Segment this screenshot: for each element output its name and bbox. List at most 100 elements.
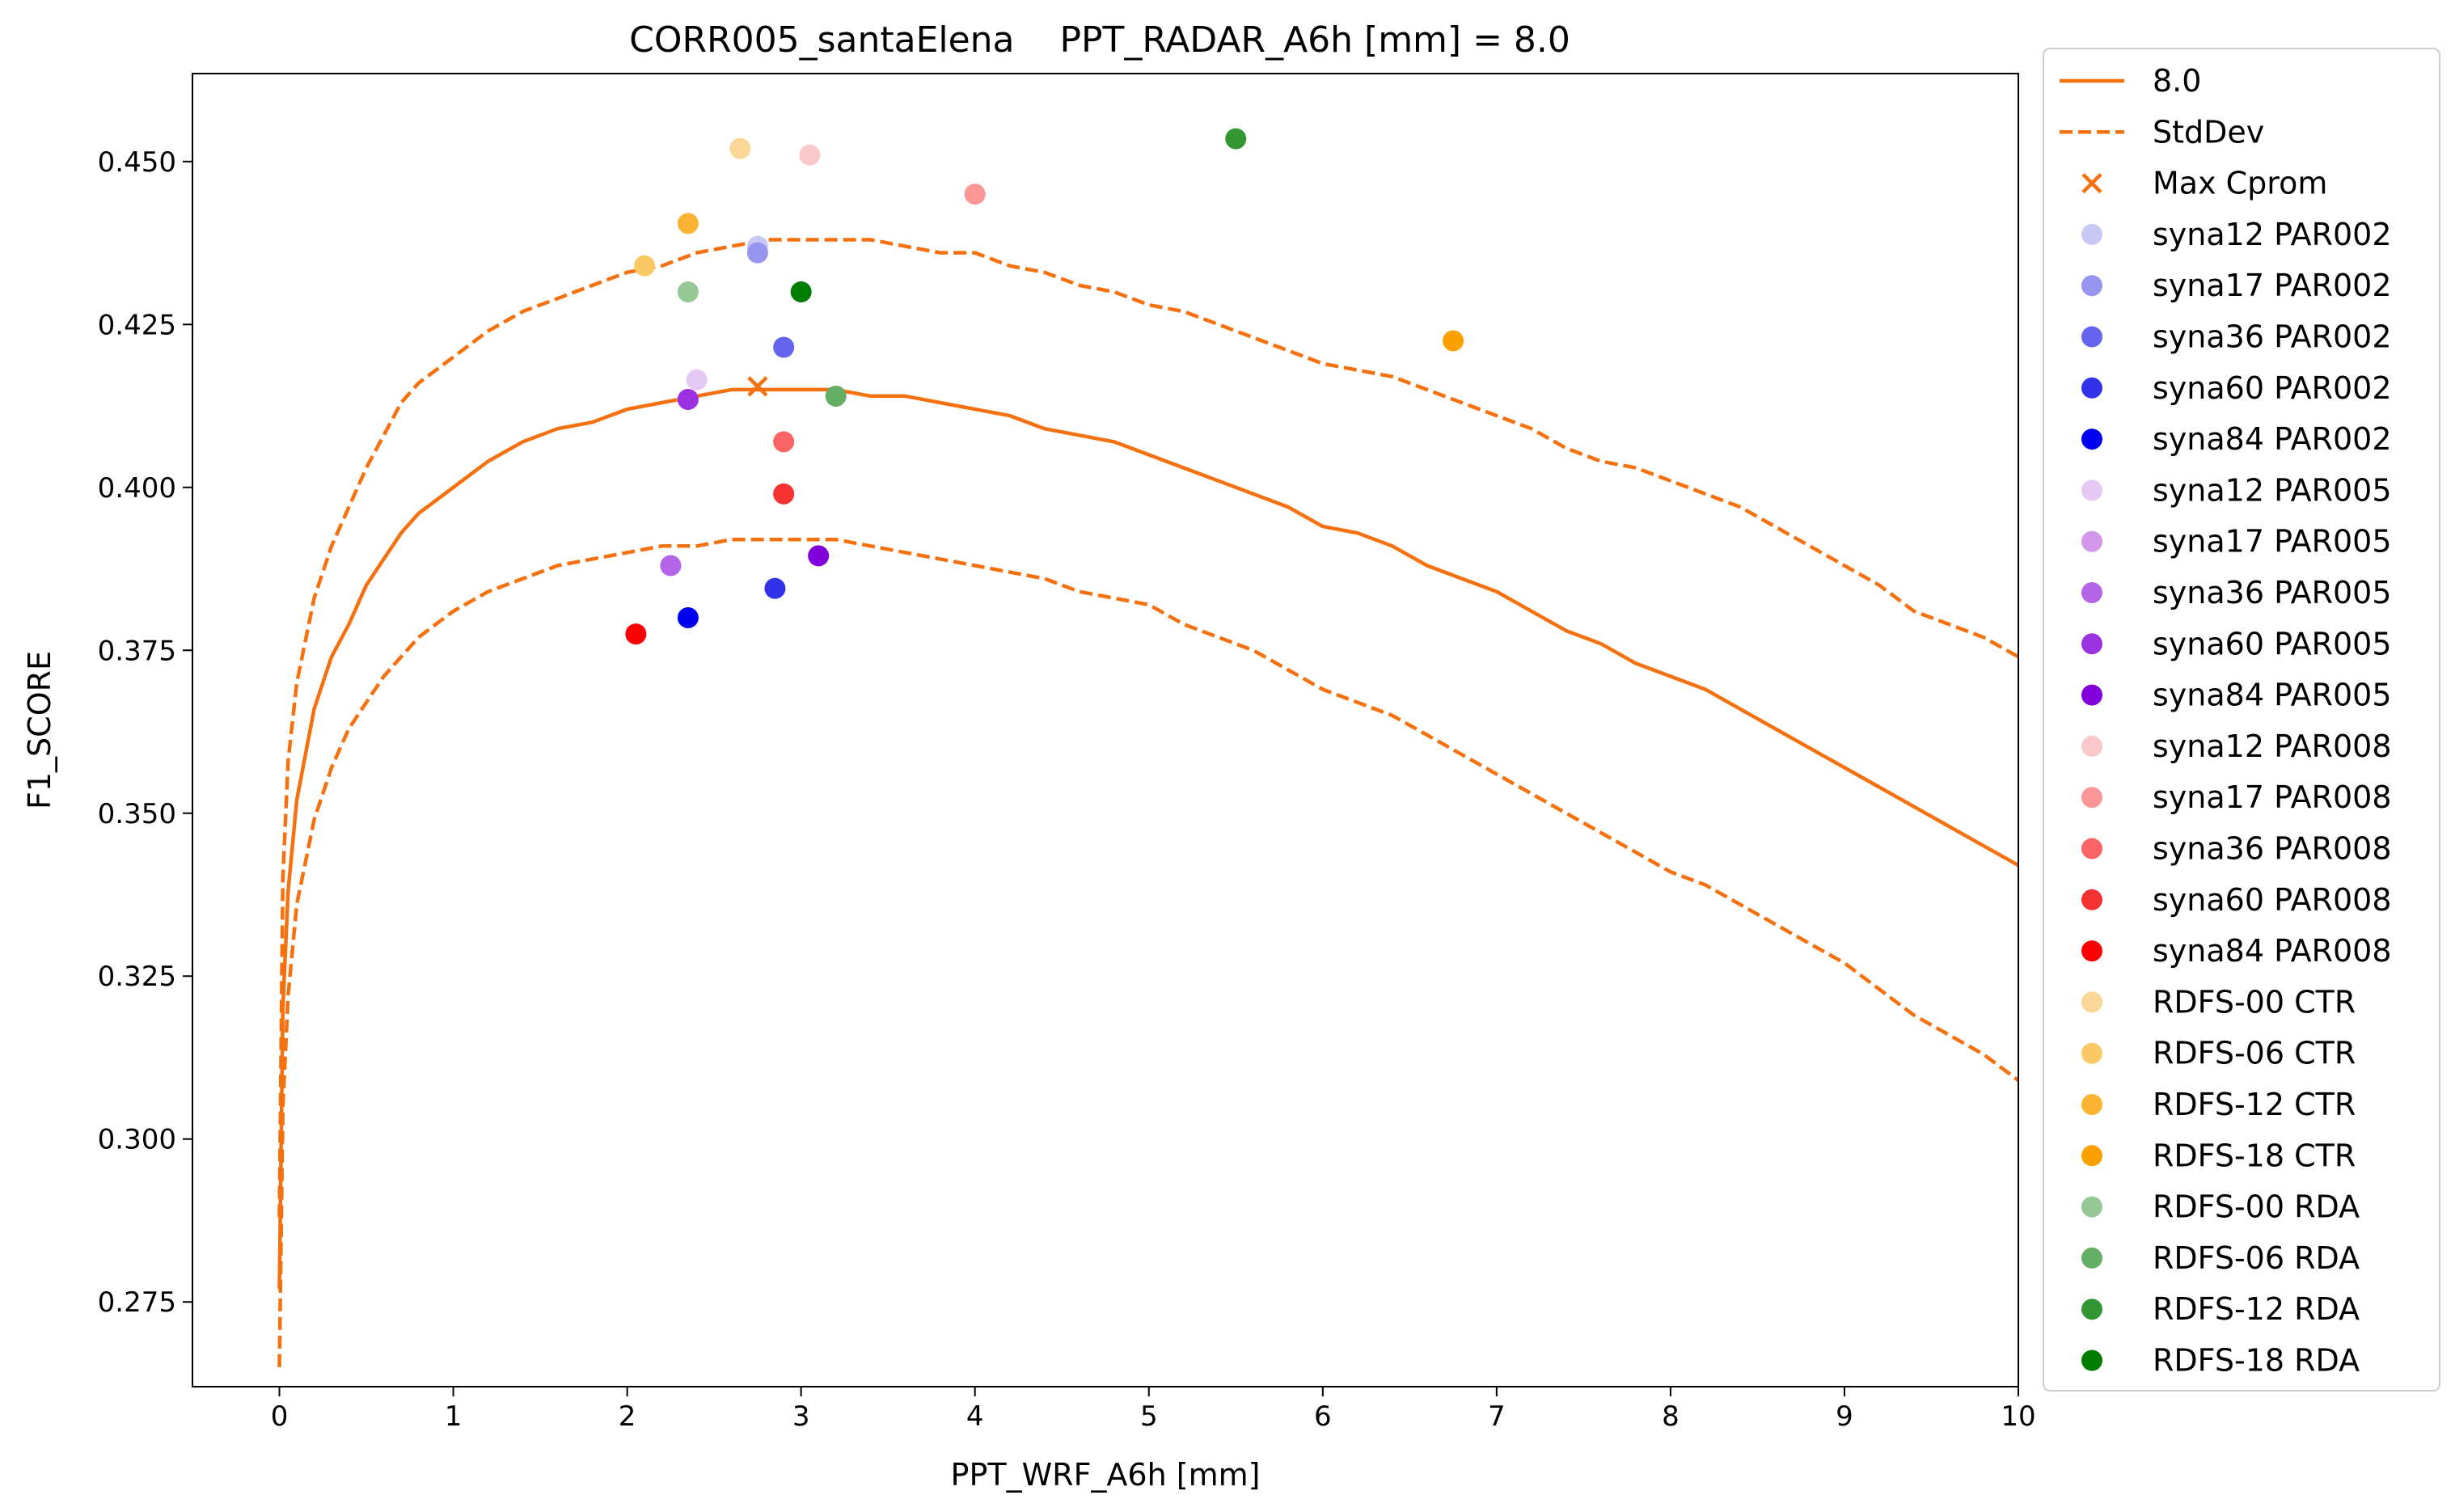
legend-entry: syna60 PAR002: [2081, 370, 2392, 406]
legend-label: syna36 PAR002: [2153, 319, 2392, 355]
legend-entry: StdDev: [2060, 114, 2264, 150]
stddev-line-1: [277, 238, 2018, 1218]
legend-entry: RDFS-06 CTR: [2081, 1036, 2356, 1071]
legend-label: syna36 PAR005: [2153, 575, 2392, 610]
legend-entry: RDFS-00 CTR: [2081, 984, 2356, 1020]
legend-label: syna17 PAR008: [2153, 779, 2392, 815]
legend-dot-swatch: [2081, 429, 2102, 450]
legend-entry: syna12 PAR005: [2081, 472, 2392, 508]
legend-label: syna84 PAR002: [2153, 421, 2392, 457]
legend-entry: syna12 PAR002: [2081, 217, 2392, 252]
y-tick-label: 0.400: [98, 472, 176, 505]
legend: 8.0 StdDev Max Cprom syna12 PAR002 syna17 PA…: [2043, 48, 2440, 1392]
legend-entry: RDFS-18 RDA: [2081, 1343, 2360, 1379]
data-point-rdfs-12-rda: [1225, 128, 1247, 150]
legend-label: syna60 PAR005: [2153, 626, 2392, 661]
legend-label: StdDev: [2153, 114, 2264, 150]
legend-entry: syna17 PAR002: [2081, 268, 2392, 303]
data-point-syna84-par002: [677, 606, 699, 628]
x-tick-label: 0: [271, 1400, 289, 1433]
legend-label: RDFS-12 RDA: [2153, 1291, 2360, 1327]
legend-dot-swatch: [2081, 1145, 2102, 1167]
legend-label: syna60 PAR002: [2153, 370, 2392, 406]
legend-label: syna12 PAR008: [2153, 729, 2392, 764]
y-tick-label: 0.275: [98, 1286, 176, 1319]
x-axis-label: PPT_WRF_A6h [mm]: [951, 1457, 1261, 1493]
legend-label: syna84 PAR008: [2153, 933, 2392, 969]
x-axis: 0 1 2 3 4 5 6 7 8 9 10: [271, 1387, 2036, 1433]
legend-entry: RDFS-12 RDA: [2081, 1291, 2360, 1327]
legend-dot-swatch: [2081, 223, 2102, 245]
legend-label: syna12 PAR002: [2153, 217, 2392, 252]
legend-dot-swatch: [2081, 377, 2102, 399]
legend-dot-swatch: [2081, 684, 2102, 706]
legend-entry: syna60 PAR005: [2081, 626, 2392, 661]
legend-dot-swatch: [2081, 787, 2102, 809]
x-tick-label: 8: [1662, 1400, 1680, 1433]
y-tick-label: 0.375: [98, 635, 176, 667]
x-tick-label: 4: [966, 1400, 984, 1433]
legend-label: RDFS-12 CTR: [2153, 1087, 2356, 1122]
legend-entry: syna17 PAR008: [2081, 779, 2392, 815]
data-point-syna60-par002: [764, 577, 786, 599]
legend-dot-swatch: [2081, 1094, 2102, 1115]
legend-dot-swatch: [2081, 838, 2102, 859]
legend-label: RDFS-06 RDA: [2153, 1240, 2360, 1276]
legend-label: RDFS-06 CTR: [2153, 1036, 2356, 1071]
data-point-syna36-par002: [773, 336, 795, 358]
legend-dot-swatch: [2081, 1196, 2102, 1218]
legend-label: syna17 PAR002: [2153, 268, 2392, 303]
legend-dot-swatch: [2081, 326, 2102, 348]
legend-dot-swatch: [2081, 582, 2102, 603]
legend-entry: syna36 PAR008: [2081, 831, 2392, 867]
y-tick-label: 0.350: [98, 798, 176, 830]
legend-dot-swatch: [2081, 1247, 2102, 1269]
data-point-rdfs-00-ctr: [729, 137, 751, 159]
legend-entry: syna84 PAR008: [2081, 933, 2392, 969]
data-point-syna17-par002: [746, 242, 768, 264]
legend-entry: syna12 PAR008: [2081, 729, 2392, 764]
legend-label: RDFS-18 RDA: [2153, 1343, 2360, 1379]
legend-box: [2043, 48, 2440, 1392]
data-point-syna36-par008: [773, 431, 795, 453]
data-point-syna84-par005: [808, 545, 830, 567]
legend-label: syna60 PAR008: [2153, 882, 2392, 918]
data-point-rdfs-18-ctr: [1443, 330, 1464, 352]
legend-dot-swatch: [2081, 991, 2102, 1013]
legend-label: RDFS-18 CTR: [2153, 1138, 2356, 1173]
legend-entry: syna84 PAR002: [2081, 421, 2392, 457]
y-tick-label: 0.450: [98, 146, 176, 179]
legend-dot-swatch: [2081, 1299, 2102, 1320]
legend-entry: syna60 PAR008: [2081, 882, 2392, 918]
x-tick-label: 9: [1836, 1400, 1853, 1433]
legend-entry: RDFS-06 RDA: [2081, 1240, 2360, 1276]
legend-entry: syna36 PAR002: [2081, 319, 2392, 355]
legend-dot-swatch: [2081, 889, 2102, 910]
legend-dot-swatch: [2081, 735, 2102, 757]
legend-label: RDFS-00 CTR: [2153, 984, 2356, 1020]
chart-title: CORR005_santaElena PPT_RADAR_A6h [mm] = …: [629, 19, 1570, 61]
x-tick-label: 1: [445, 1400, 463, 1433]
legend-label: RDFS-00 RDA: [2153, 1189, 2360, 1225]
x-tick-label: 7: [1488, 1400, 1506, 1433]
legend-dot-swatch: [2081, 1042, 2102, 1064]
legend-entry: syna36 PAR005: [2081, 575, 2392, 610]
plot-frame: [192, 73, 2019, 1387]
stddev-line-2: [277, 538, 2018, 1367]
legend-x-swatch: [2081, 173, 2102, 194]
legend-label: syna17 PAR005: [2153, 524, 2392, 560]
legend-label: 8.0: [2153, 63, 2201, 99]
legend-dot-swatch: [2081, 479, 2102, 501]
legend-entry: syna84 PAR005: [2081, 678, 2392, 713]
plot-area: [277, 128, 2018, 1367]
x-tick-label: 5: [1140, 1400, 1158, 1433]
data-point-rdfs-00-rda: [677, 281, 699, 302]
x-tick-label: 6: [1314, 1400, 1332, 1433]
y-tick-label: 0.300: [98, 1124, 176, 1156]
data-point-rdfs-06-rda: [825, 385, 847, 407]
data-point-syna17-par008: [964, 184, 986, 205]
data-point-syna84-par008: [625, 623, 647, 645]
legend-entry: RDFS-00 RDA: [2081, 1189, 2360, 1225]
y-axis-label: F1_SCORE: [22, 651, 57, 809]
